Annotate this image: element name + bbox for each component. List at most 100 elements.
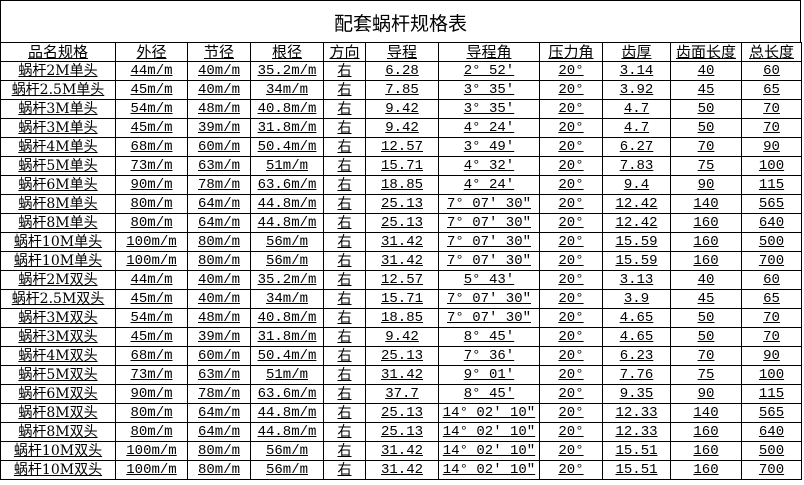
cell-lead-angle: 14° 02′ 10″ xyxy=(438,460,540,480)
cell-root-diameter: 56m/m xyxy=(250,441,324,461)
cell-text: 蜗杆8M双头 xyxy=(18,405,98,421)
cell-text: 100m/m xyxy=(126,253,177,269)
cell-pressure-angle: 20° xyxy=(539,346,603,366)
cell-pitch-diameter: 40m/m xyxy=(187,61,251,81)
cell-text: 蜗杆2.5M双头 xyxy=(11,291,105,307)
cell-text: 51m/m xyxy=(265,158,308,174)
cell-pitch-diameter: 48m/m xyxy=(187,99,251,119)
cell-text: 4° 24′ xyxy=(463,120,515,136)
cell-direction: 右 xyxy=(323,251,366,271)
cell-text: 31.42 xyxy=(380,234,423,250)
cell-pitch-diameter: 78m/m xyxy=(187,175,251,195)
cell-pitch-diameter: 64m/m xyxy=(187,422,251,442)
cell-root-diameter: 40.8m/m xyxy=(250,308,324,328)
cell-pressure-angle: 20° xyxy=(539,327,603,347)
cell-direction: 右 xyxy=(323,232,366,252)
table-row: 蜗杆5M双头 73m/m 63m/m 51m/m 右 31.42 9° 01′ 20° 7.76… xyxy=(0,365,802,385)
cell-text: 115 xyxy=(758,386,785,402)
cell-pressure-angle: 20° xyxy=(539,270,603,290)
cell-root-diameter: 44.8m/m xyxy=(250,422,324,442)
column-header-face-length: 齿面长度 xyxy=(670,42,742,62)
cell-outer-diameter: 45m/m xyxy=(115,118,188,138)
cell-tooth-thickness: 9.4 xyxy=(602,175,671,195)
cell-text: 140 xyxy=(693,196,719,212)
cell-total-length: 565 xyxy=(741,194,802,214)
cell-text: 3.9 xyxy=(623,291,650,307)
cell-text: 9.35 xyxy=(619,386,654,402)
cell-pressure-angle: 20° xyxy=(539,118,603,138)
cell-outer-diameter: 68m/m xyxy=(115,346,188,366)
column-header-label: 导程 xyxy=(386,43,417,61)
cell-text: 右 xyxy=(337,120,352,136)
cell-outer-diameter: 45m/m xyxy=(115,80,188,100)
cell-outer-diameter: 80m/m xyxy=(115,422,188,442)
cell-root-diameter: 34m/m xyxy=(250,80,324,100)
cell-text: 20° xyxy=(558,291,584,307)
cell-text: 65 xyxy=(763,291,780,307)
column-header-label: 齿面长度 xyxy=(675,43,736,61)
cell-direction: 右 xyxy=(323,194,366,214)
cell-text: 右 xyxy=(337,82,352,98)
cell-text: 45 xyxy=(697,82,715,98)
cell-text: 40m/m xyxy=(197,63,240,79)
cell-text: 100 xyxy=(758,367,785,383)
cell-text: 50 xyxy=(697,310,715,326)
cell-text: 75 xyxy=(697,367,715,383)
cell-direction: 右 xyxy=(323,346,366,366)
column-header-lead: 导程 xyxy=(365,42,439,62)
cell-lead: 31.42 xyxy=(365,460,439,480)
cell-name: 蜗杆10M双头 xyxy=(0,460,116,480)
cell-text: 14° 02′ 10″ xyxy=(442,462,536,478)
cell-lead: 9.42 xyxy=(365,99,439,119)
column-header-label: 齿厚 xyxy=(621,43,652,61)
cell-total-length: 640 xyxy=(741,422,802,442)
cell-text: 蜗杆5M双头 xyxy=(18,367,98,383)
cell-text: 160 xyxy=(693,424,719,440)
table-row: 蜗杆3M双头 45m/m 39m/m 31.8m/m 右 9.42 8° 45′ 20° 4.6… xyxy=(0,327,802,347)
cell-lead: 31.42 xyxy=(365,232,439,252)
cell-text: 18.85 xyxy=(380,177,423,193)
cell-text: 31.42 xyxy=(380,253,423,269)
table-row: 蜗杆4M双头 68m/m 60m/m 50.4m/m 右 25.13 7° 36′ 20° 6.… xyxy=(0,346,802,366)
cell-pitch-diameter: 64m/m xyxy=(187,213,251,233)
cell-text: 右 xyxy=(337,348,352,364)
cell-text: 63.6m/m xyxy=(257,386,317,402)
cell-text: 50 xyxy=(697,329,715,345)
cell-text: 右 xyxy=(337,253,352,269)
cell-name: 蜗杆8M单头 xyxy=(0,194,116,214)
cell-lead-angle: 9° 01′ xyxy=(438,365,540,385)
cell-text: 右 xyxy=(337,386,352,402)
cell-text: 14° 02′ 10″ xyxy=(442,405,536,421)
cell-total-length: 500 xyxy=(741,232,802,252)
cell-text: 45m/m xyxy=(130,329,173,345)
table-row: 蜗杆10M单头 100m/m 80m/m 56m/m 右 31.42 7° 07′ 30″ 2… xyxy=(0,232,802,252)
cell-text: 20° xyxy=(558,215,584,231)
cell-text: 20° xyxy=(558,234,584,250)
cell-outer-diameter: 80m/m xyxy=(115,194,188,214)
cell-text: 4.65 xyxy=(619,310,654,326)
cell-text: 6.28 xyxy=(385,63,419,79)
cell-text: 60m/m xyxy=(197,139,240,155)
cell-text: 7.85 xyxy=(385,82,419,98)
cell-direction: 右 xyxy=(323,137,366,157)
cell-text: 25.13 xyxy=(380,215,423,231)
cell-outer-diameter: 44m/m xyxy=(115,270,188,290)
cell-tooth-thickness: 3.13 xyxy=(602,270,671,290)
cell-text: 73m/m xyxy=(130,158,173,174)
cell-lead: 12.57 xyxy=(365,270,439,290)
cell-text: 右 xyxy=(337,177,352,193)
column-header-label: 节径 xyxy=(203,43,234,61)
cell-text: 100 xyxy=(758,158,785,174)
cell-text: 73m/m xyxy=(130,367,173,383)
cell-direction: 右 xyxy=(323,460,366,480)
cell-lead-angle: 7° 07′ 30″ xyxy=(438,289,540,309)
cell-text: 15.51 xyxy=(615,443,658,459)
cell-tooth-thickness: 7.76 xyxy=(602,365,671,385)
cell-root-diameter: 56m/m xyxy=(250,460,324,480)
cell-total-length: 70 xyxy=(741,327,802,347)
cell-text: 64m/m xyxy=(197,196,240,212)
cell-text: 右 xyxy=(337,310,352,326)
cell-text: 蜗杆10M双头 xyxy=(13,462,103,478)
cell-lead: 31.42 xyxy=(365,365,439,385)
cell-face-length: 75 xyxy=(670,156,742,176)
